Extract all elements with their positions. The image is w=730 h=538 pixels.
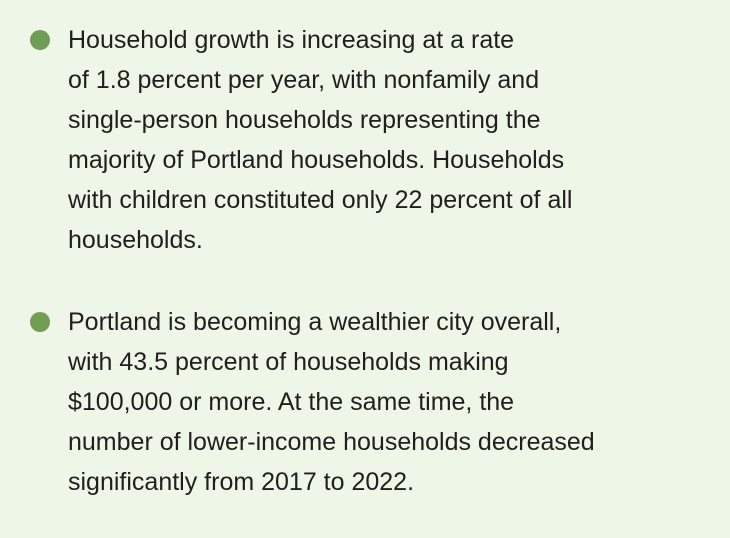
text-line: number of lower-income households decrea…	[68, 428, 595, 456]
text-line: single-person households representing th…	[68, 106, 541, 134]
text-line: with 43.5 percent of households making	[68, 348, 509, 376]
text-line: with children constituted only 22 percen…	[68, 186, 573, 214]
bullet-dot	[30, 30, 50, 50]
text-line: households.	[68, 226, 203, 254]
bullet-dot	[30, 312, 50, 332]
bullet-text: Portland is becoming a wealthier city ov…	[68, 302, 595, 502]
text-line: significantly from 2017 to 2022.	[68, 468, 415, 496]
text-line: $100,000 or more. At the same time, the	[68, 388, 515, 416]
text-line: of 1.8 percent per year, with nonfamily …	[68, 66, 540, 94]
bullet-text: Household growth is increasing at a rate…	[68, 20, 572, 260]
text-line: Household growth is increasing at a rate	[68, 26, 515, 54]
text-line: majority of Portland households. Househo…	[68, 146, 565, 174]
text-line: Portland is becoming a wealthier city ov…	[68, 308, 562, 336]
